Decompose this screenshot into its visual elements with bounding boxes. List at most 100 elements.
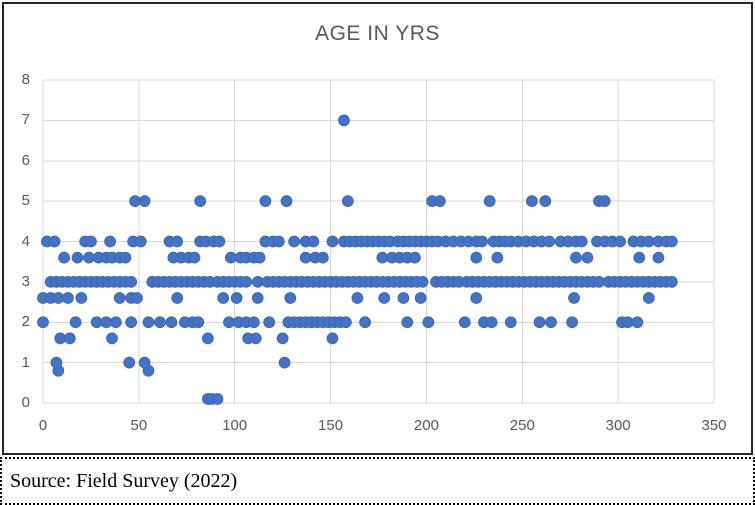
data-point <box>280 195 293 207</box>
data-point <box>543 235 556 248</box>
data-point <box>278 356 291 369</box>
data-point <box>598 195 611 207</box>
data-point <box>125 316 138 329</box>
data-point <box>63 332 76 345</box>
x-tick-label: 100 <box>222 417 248 434</box>
data-point <box>409 251 421 264</box>
data-point <box>458 316 471 329</box>
data-point <box>414 292 427 304</box>
data-point <box>62 292 74 304</box>
y-tick-label: 8 <box>21 71 30 88</box>
data-point <box>165 316 178 329</box>
data-point <box>545 316 557 329</box>
data-point <box>476 235 488 248</box>
data-point <box>485 316 498 329</box>
data-point <box>211 393 224 405</box>
data-point <box>570 251 582 264</box>
data-point <box>201 332 214 345</box>
data-point <box>240 276 253 288</box>
data-point <box>109 316 122 329</box>
x-tick-label: 200 <box>413 417 439 434</box>
data-point <box>192 316 205 329</box>
data-point <box>71 251 84 264</box>
x-tick-label: 350 <box>701 417 727 434</box>
data-point <box>470 292 483 304</box>
data-point <box>37 316 49 329</box>
data-point <box>433 195 446 207</box>
source-note-box: Source: Field Survey (2022) <box>0 457 755 505</box>
data-point <box>171 292 184 304</box>
data-point <box>581 251 594 264</box>
data-point <box>58 251 70 264</box>
data-point <box>85 235 97 248</box>
data-point <box>154 316 166 329</box>
data-point <box>134 235 147 248</box>
data-point <box>230 292 243 304</box>
scatter-plot <box>37 79 715 405</box>
chart-title: AGE IN YRS <box>315 22 440 45</box>
data-point <box>340 316 352 329</box>
y-tick-label: 6 <box>21 151 30 169</box>
y-tick-label: 7 <box>21 111 30 129</box>
data-point <box>272 235 285 248</box>
data-point <box>69 316 82 329</box>
data-point <box>652 251 665 264</box>
x-tick-label: 250 <box>509 417 535 434</box>
data-point <box>259 195 272 207</box>
data-point <box>359 316 371 329</box>
source-note-text: Source: Field Survey (2022) <box>10 470 238 492</box>
chart-object[interactable] <box>2 2 753 455</box>
data-point <box>568 292 580 304</box>
data-point <box>104 235 116 248</box>
data-point <box>317 251 329 264</box>
data-point <box>48 235 61 248</box>
x-tick-label: 50 <box>130 417 148 434</box>
data-point <box>138 356 151 369</box>
data-point <box>491 251 504 264</box>
data-point <box>470 251 483 264</box>
data-point <box>483 195 496 207</box>
data-point <box>113 292 126 304</box>
x-tick-label: 0 <box>38 417 48 434</box>
data-point <box>288 235 301 248</box>
data-point <box>106 332 118 345</box>
data-point <box>633 251 646 264</box>
data-point <box>378 292 391 304</box>
data-point <box>249 332 262 345</box>
data-point <box>138 195 151 207</box>
data-point <box>171 235 184 248</box>
y-tick-label: 4 <box>21 232 30 250</box>
data-point <box>276 332 289 345</box>
data-point <box>119 251 132 264</box>
y-tick-label: 5 <box>21 192 30 210</box>
data-point <box>50 356 63 369</box>
data-point <box>416 276 429 288</box>
data-point <box>123 356 136 369</box>
data-point <box>397 292 410 304</box>
data-point <box>217 292 230 304</box>
x-tick-label: 300 <box>605 417 631 434</box>
data-point <box>665 235 678 248</box>
data-point <box>575 235 588 248</box>
data-point <box>504 316 517 329</box>
data-point <box>307 235 320 248</box>
data-point <box>188 251 201 264</box>
y-tick-label: 0 <box>21 394 30 411</box>
data-point <box>142 316 155 329</box>
data-point <box>251 292 264 304</box>
data-point <box>351 292 364 304</box>
data-point <box>533 316 546 329</box>
data-point <box>131 292 143 304</box>
data-point <box>401 316 414 329</box>
data-point <box>284 292 297 304</box>
data-point <box>194 195 207 207</box>
data-point <box>326 332 339 345</box>
data-point <box>326 235 339 248</box>
data-point <box>631 316 644 329</box>
data-point <box>75 292 88 304</box>
data-point <box>665 276 678 288</box>
data-point <box>566 316 579 329</box>
data-point <box>263 316 276 329</box>
plot-area <box>37 79 715 405</box>
